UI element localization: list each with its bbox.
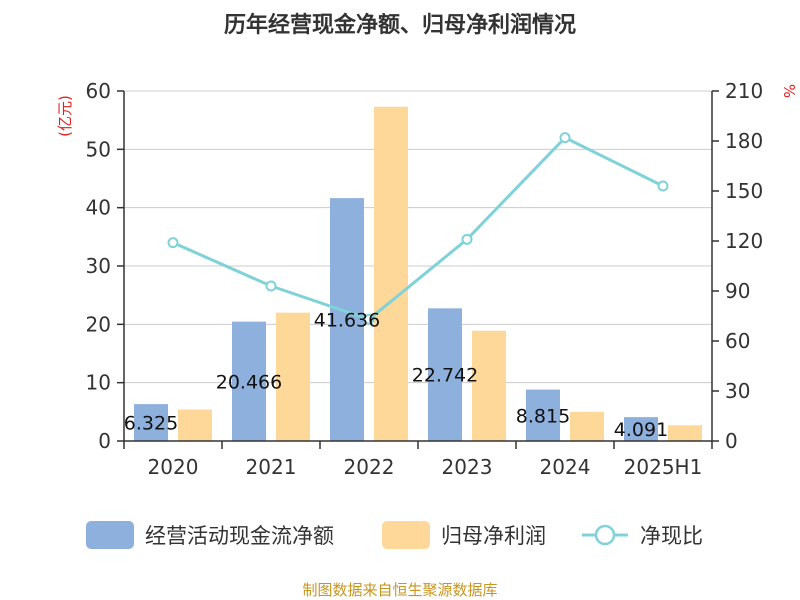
y-left-tick-label: 0 [98, 429, 111, 453]
ratio-line [167, 132, 669, 325]
bar-profit [178, 409, 212, 441]
x-tick-label: 2025H1 [624, 455, 703, 479]
axes: 0 10 20 30 40 50 60 0 30 60 90 120 150 180 210 2020 2021… [86, 79, 764, 479]
bar-value-label: 41.636 [314, 310, 380, 332]
y-right-tick-label: 90 [725, 279, 750, 303]
y-right-tick-label: 0 [725, 429, 738, 453]
y-left-tick-label: 50 [86, 137, 111, 161]
x-tick-label: 2024 [540, 455, 591, 479]
legend-label-ratio: 净现比 [640, 524, 703, 548]
bar-cash [134, 404, 168, 441]
bar-value-label: 8.815 [516, 405, 570, 427]
y-left-tick-label: 10 [86, 371, 111, 395]
y-left-tick-label: 30 [86, 254, 111, 278]
legend: 经营活动现金流净额 归母净利润 净现比 [86, 521, 703, 549]
bar-cash [330, 198, 364, 441]
bar-profit [668, 425, 702, 441]
bar-value-label: 22.742 [412, 365, 478, 387]
legend-label-profit: 归母净利润 [441, 524, 546, 548]
bar-cash [428, 308, 462, 441]
y-right-tick-label: 30 [725, 379, 750, 403]
y-right-tick-label: 60 [725, 329, 750, 353]
x-tick-label: 2023 [442, 455, 493, 479]
gridlines [124, 90, 712, 384]
ratio-point [559, 132, 571, 144]
y-left-tick-label: 40 [86, 196, 111, 220]
y-left-tick-label: 60 [86, 79, 111, 103]
y-right-tick-label: 210 [725, 79, 763, 103]
bar-profit [276, 312, 310, 441]
bar-value-label: 4.091 [614, 419, 668, 441]
source-note: 制图数据来自恒生聚源数据库 [302, 581, 497, 599]
y-right-tick-label: 120 [725, 229, 763, 253]
bar-cash [232, 321, 266, 441]
bar-cash [624, 417, 658, 441]
x-tick-label: 2020 [148, 455, 199, 479]
ratio-point [265, 280, 277, 292]
bar-profit [570, 411, 604, 441]
y-left-tick-label: 20 [86, 312, 111, 336]
legend-label-cash: 经营活动现金流净额 [145, 524, 334, 548]
bar-profit [374, 106, 408, 441]
x-tick-label: 2021 [246, 455, 297, 479]
x-tick-label: 2022 [344, 455, 395, 479]
bars [134, 106, 702, 441]
ratio-line-path [172, 135, 664, 322]
ratio-point [657, 180, 669, 192]
legend-marker-ratio [594, 524, 616, 546]
bar-value-label: 20.466 [216, 371, 282, 393]
y-right-tick-label: 150 [725, 179, 763, 203]
bar-cash [526, 389, 560, 441]
bar-data-labels: 6.325 20.466 41.636 22.742 8.815 4.091 [124, 310, 668, 442]
bar-profit [472, 330, 506, 441]
ratio-point [461, 233, 473, 245]
bar-value-label: 6.325 [124, 413, 178, 435]
y-right-unit-label: % [780, 84, 798, 98]
chart-title: 历年经营现金净额、归母净利润情况 [224, 12, 576, 38]
ratio-point [167, 237, 179, 249]
y-left-unit-label: (亿元) [56, 95, 74, 137]
ratio-point [363, 313, 375, 325]
y-right-tick-label: 180 [725, 129, 763, 153]
legend-swatch-profit [382, 521, 430, 549]
legend-swatch-cash [86, 521, 134, 549]
